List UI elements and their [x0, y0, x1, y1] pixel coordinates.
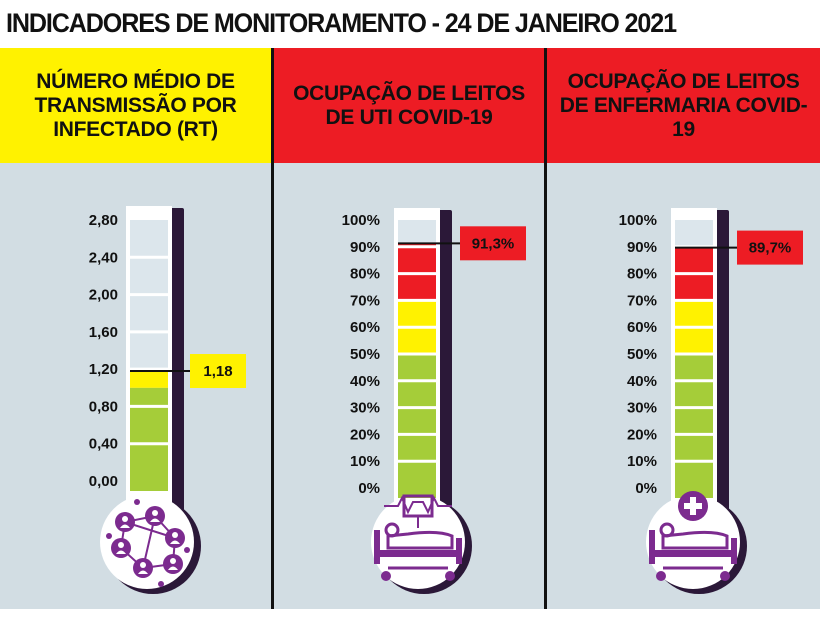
tick-label: 40% — [350, 373, 380, 390]
value-callout-box — [190, 354, 246, 389]
value-callout-box — [737, 230, 803, 265]
tick-label: 40% — [627, 373, 657, 390]
tick-label: 90% — [627, 239, 657, 256]
page-title: INDICADORES DE MONITORAMENTO - 24 DE JAN… — [6, 8, 677, 38]
tick-label: 10% — [627, 453, 657, 470]
panel-enfermaria: OCUPAÇÃO DE LEITOS DE ENFERMARIA COVID-1… — [547, 48, 820, 609]
tick-label: 0,80 — [89, 398, 118, 415]
fill-band-green — [398, 354, 436, 498]
thermometer-uti: 100% 90% 80% 70% 60% 50% 40% 30% 20% 10% 0% 91,3% — [342, 208, 526, 594]
tick-label: 2,40 — [89, 249, 118, 266]
tick-label: 1,60 — [89, 324, 118, 341]
hospital-bed-cross-icon — [649, 491, 737, 581]
tick-label: 30% — [627, 400, 657, 417]
fill-band-green — [675, 354, 713, 498]
thermometer-enfermaria: 100% 90% 80% 70% 60% 50% 40% 30% 20% 10% 0% 89,7% — [619, 208, 803, 594]
icu-bed-monitor-icon — [374, 494, 462, 581]
panel-rt: NÚMERO MÉDIO DE TRANSMISSÃO POR INFECTAD… — [0, 48, 271, 609]
tick-label: 20% — [350, 426, 380, 443]
thermometer-bulb — [646, 495, 740, 589]
tick-label: 70% — [350, 292, 380, 309]
tick-label: 0% — [358, 480, 380, 497]
tick-label: 60% — [350, 319, 380, 336]
fill-band-green — [130, 387, 168, 491]
panel-header-enfermaria: OCUPAÇÃO DE LEITOS DE ENFERMARIA COVID-1… — [547, 48, 820, 163]
tick-label: 10% — [350, 453, 380, 470]
tick-label: 100% — [619, 212, 657, 229]
network-people-icon — [106, 499, 190, 587]
column-divider — [271, 48, 274, 609]
tick-label: 2,80 — [89, 212, 118, 229]
tick-label: 0,40 — [89, 436, 118, 453]
thermometer-bulb — [371, 495, 465, 589]
fill-band-red — [398, 243, 436, 301]
fill-band-yellow — [130, 371, 168, 388]
tick-label: 1,20 — [89, 361, 118, 378]
tick-label: 70% — [627, 292, 657, 309]
tick-label: 50% — [350, 346, 380, 363]
value-callout-label: 1,18 — [203, 363, 232, 380]
value-callout-label: 91,3% — [472, 235, 515, 252]
tick-label: 80% — [627, 266, 657, 283]
value-callout-label: 89,7% — [749, 240, 792, 257]
panel-header-rt: NÚMERO MÉDIO DE TRANSMISSÃO POR INFECTAD… — [0, 48, 271, 163]
panel-header-uti: OCUPAÇÃO DE LEITOS DE UTI COVID-19 — [274, 48, 544, 163]
thermometer-rt: 2,80 2,40 2,00 1,60 1,20 0,80 0,40 0,00 1,18 — [89, 206, 246, 594]
value-callout-box — [460, 226, 526, 261]
tick-label: 30% — [350, 400, 380, 417]
tick-label: 50% — [627, 346, 657, 363]
column-divider — [544, 48, 547, 609]
tick-label: 0% — [635, 480, 657, 497]
tick-label: 100% — [342, 212, 380, 229]
tick-label: 80% — [350, 266, 380, 283]
tick-label: 2,00 — [89, 287, 118, 304]
tick-label: 0,00 — [89, 473, 118, 490]
tick-label: 20% — [627, 426, 657, 443]
panel-uti: OCUPAÇÃO DE LEITOS DE UTI COVID-19 100% 9… — [274, 48, 544, 609]
tick-label: 60% — [627, 319, 657, 336]
tick-label: 90% — [350, 239, 380, 256]
